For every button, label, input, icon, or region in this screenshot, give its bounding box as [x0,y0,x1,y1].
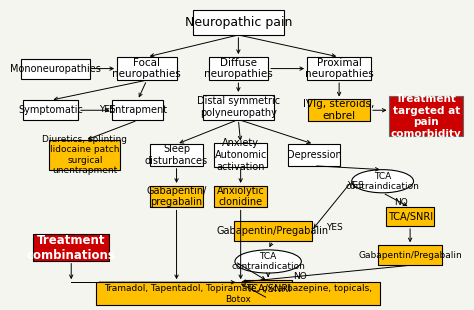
FancyBboxPatch shape [150,186,203,207]
FancyBboxPatch shape [112,100,163,120]
Text: Distal symmetric
polyneuropathy: Distal symmetric polyneuropathy [197,96,280,118]
FancyBboxPatch shape [203,95,274,120]
FancyBboxPatch shape [117,57,176,80]
FancyBboxPatch shape [288,144,340,166]
FancyBboxPatch shape [214,186,267,207]
Text: Sleep
disturbances: Sleep disturbances [145,144,208,166]
FancyBboxPatch shape [214,144,267,166]
FancyBboxPatch shape [96,282,380,305]
Text: Entrapment: Entrapment [109,105,167,115]
Text: Gabapentin/
pregabalin: Gabapentin/ pregabalin [146,186,207,207]
Text: Gabapentin/Pregabalin: Gabapentin/Pregabalin [358,251,462,260]
FancyBboxPatch shape [244,280,292,299]
Ellipse shape [235,250,301,273]
Text: NO: NO [394,198,408,207]
Text: TCA
contraindication: TCA contraindication [346,171,419,191]
FancyBboxPatch shape [378,245,442,265]
Text: NO: NO [293,272,307,281]
Text: IVIg, steroids,
enbrel: IVIg, steroids, enbrel [303,100,375,121]
FancyBboxPatch shape [308,100,370,121]
Text: Gabapentin/Pregabalin: Gabapentin/Pregabalin [217,226,329,236]
Text: Diffuse
neuropathies: Diffuse neuropathies [204,58,273,79]
Text: Anxiety
Autonomic
activation: Anxiety Autonomic activation [214,138,267,172]
FancyBboxPatch shape [386,207,434,226]
Text: YES: YES [347,181,364,190]
Text: TCA/SNRI: TCA/SNRI [246,284,291,294]
Text: TCA
contraindication: TCA contraindication [231,252,305,271]
Text: YES: YES [100,105,116,114]
FancyBboxPatch shape [23,100,78,120]
FancyBboxPatch shape [234,221,311,241]
FancyBboxPatch shape [34,234,109,261]
FancyBboxPatch shape [21,59,90,79]
FancyBboxPatch shape [390,96,463,136]
Text: YES: YES [326,223,343,232]
Text: Focal
neuropathies: Focal neuropathies [112,58,181,79]
Text: Treatment
targeted at
pain
comorbidity: Treatment targeted at pain comorbidity [391,94,462,139]
Text: Anxiolytic
clonidine: Anxiolytic clonidine [217,186,264,207]
Text: TCA/SNRI: TCA/SNRI [388,212,433,222]
Text: Diuretics, splinting
lidocaine patch
surgical
unentrapment: Diuretics, splinting lidocaine patch sur… [43,135,128,175]
Text: Neuropathic pain: Neuropathic pain [185,16,292,29]
FancyBboxPatch shape [150,144,203,166]
FancyBboxPatch shape [49,140,120,170]
Text: Treatment
combinations: Treatment combinations [27,233,116,262]
Text: Proximal
neuropathies: Proximal neuropathies [305,58,374,79]
FancyBboxPatch shape [192,10,284,35]
FancyBboxPatch shape [209,57,268,80]
Text: Tramadol, Tapentadol, Topiramate, oxcarbazepine, topicals,
Botox: Tramadol, Tapentadol, Topiramate, oxcarb… [104,284,373,303]
Text: Mononeuropathies: Mononeuropathies [10,64,100,73]
Text: Depression: Depression [287,150,341,160]
FancyBboxPatch shape [307,57,371,80]
Ellipse shape [352,170,413,193]
Text: Symptomatic: Symptomatic [18,105,83,115]
